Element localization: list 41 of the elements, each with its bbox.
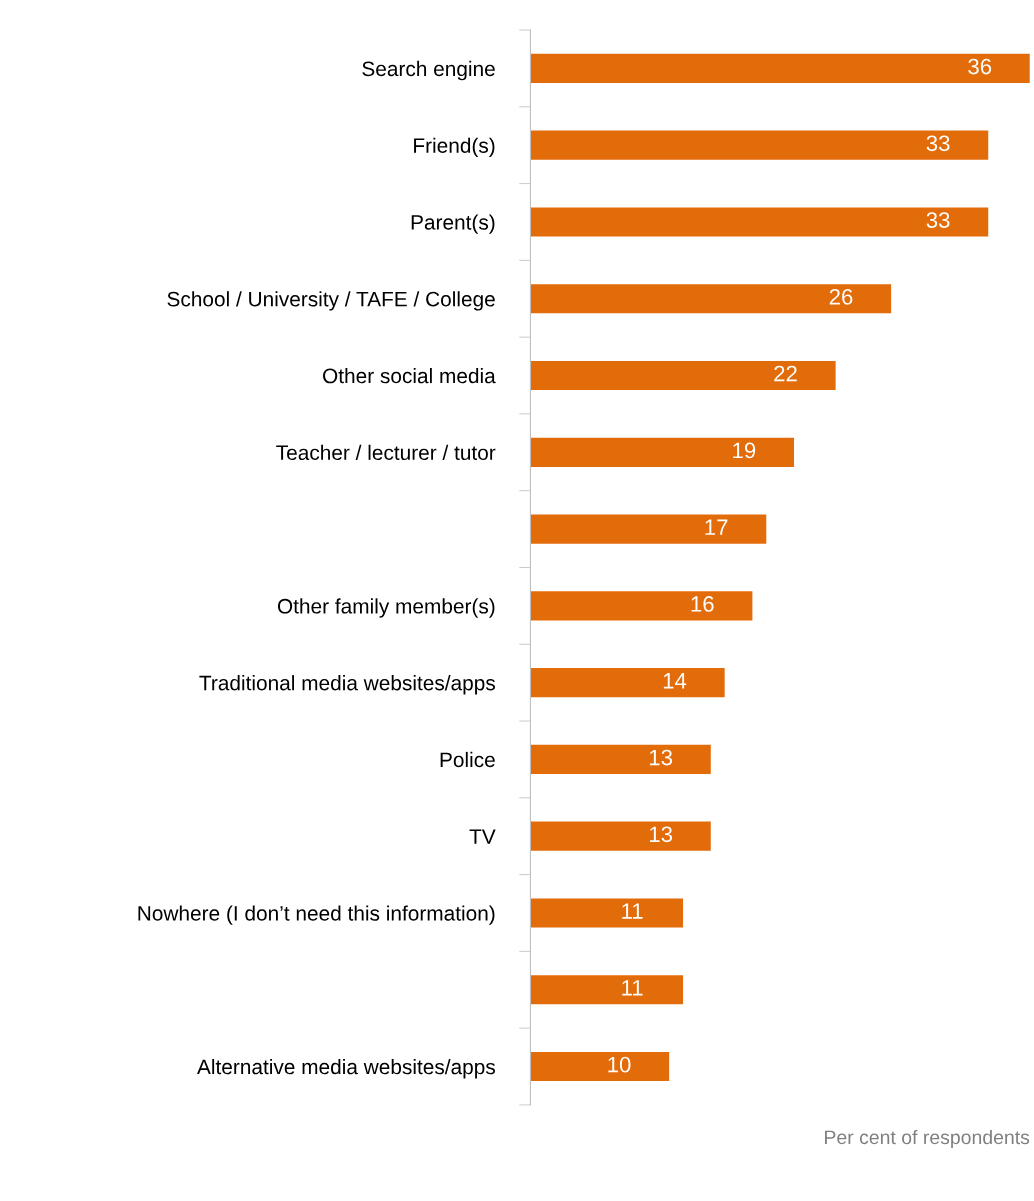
y-tick-label: TV (469, 829, 496, 844)
bar (530, 744, 711, 775)
data-label: 33 (926, 135, 950, 152)
data-label: 16 (691, 596, 714, 612)
data-label: 13 (649, 749, 673, 766)
y-tick-label: Search engine (362, 60, 495, 81)
data-label: 22 (774, 365, 797, 382)
y-tick-label: Teacher / lecturer / tutor (276, 444, 496, 461)
bar (530, 668, 725, 698)
data-label: 36 (968, 58, 992, 75)
bar (530, 821, 711, 851)
data-label: 10 (608, 1056, 631, 1073)
data-label: 11 (622, 903, 643, 919)
data-label: 33 (926, 212, 950, 228)
data-label: 11 (622, 980, 643, 996)
bar (530, 514, 767, 544)
bar (530, 1051, 670, 1082)
bar (530, 360, 836, 391)
data-label: 13 (649, 826, 673, 843)
y-tick-label: Police (440, 751, 495, 768)
bar (530, 284, 892, 314)
x-axis-title: Per cent of respondents (825, 1129, 1030, 1149)
data-label: 19 (733, 442, 756, 459)
bar (530, 975, 684, 1005)
bar (530, 437, 795, 467)
bar (530, 53, 1030, 83)
data-label: 14 (663, 673, 687, 689)
y-tick-label: Traditional media websites/apps (199, 675, 495, 695)
y-tick-label: Other social media (323, 367, 496, 384)
y-tick-label: Alternative media websites/apps (197, 1058, 495, 1079)
bar (530, 130, 989, 160)
y-tick-label: Nowhere (I don’t need this information) (138, 905, 495, 925)
y-tick-label: Parent(s) (411, 214, 495, 234)
y-tick-label: Other family member(s) (277, 598, 495, 618)
data-label: 26 (829, 288, 853, 305)
bar (530, 207, 989, 237)
data-label: 17 (705, 519, 728, 535)
bar (530, 591, 753, 621)
y-tick-label: Friend(s) (414, 137, 495, 158)
bar (530, 898, 684, 928)
y-tick-label: School / University / TAFE / College (167, 291, 495, 311)
